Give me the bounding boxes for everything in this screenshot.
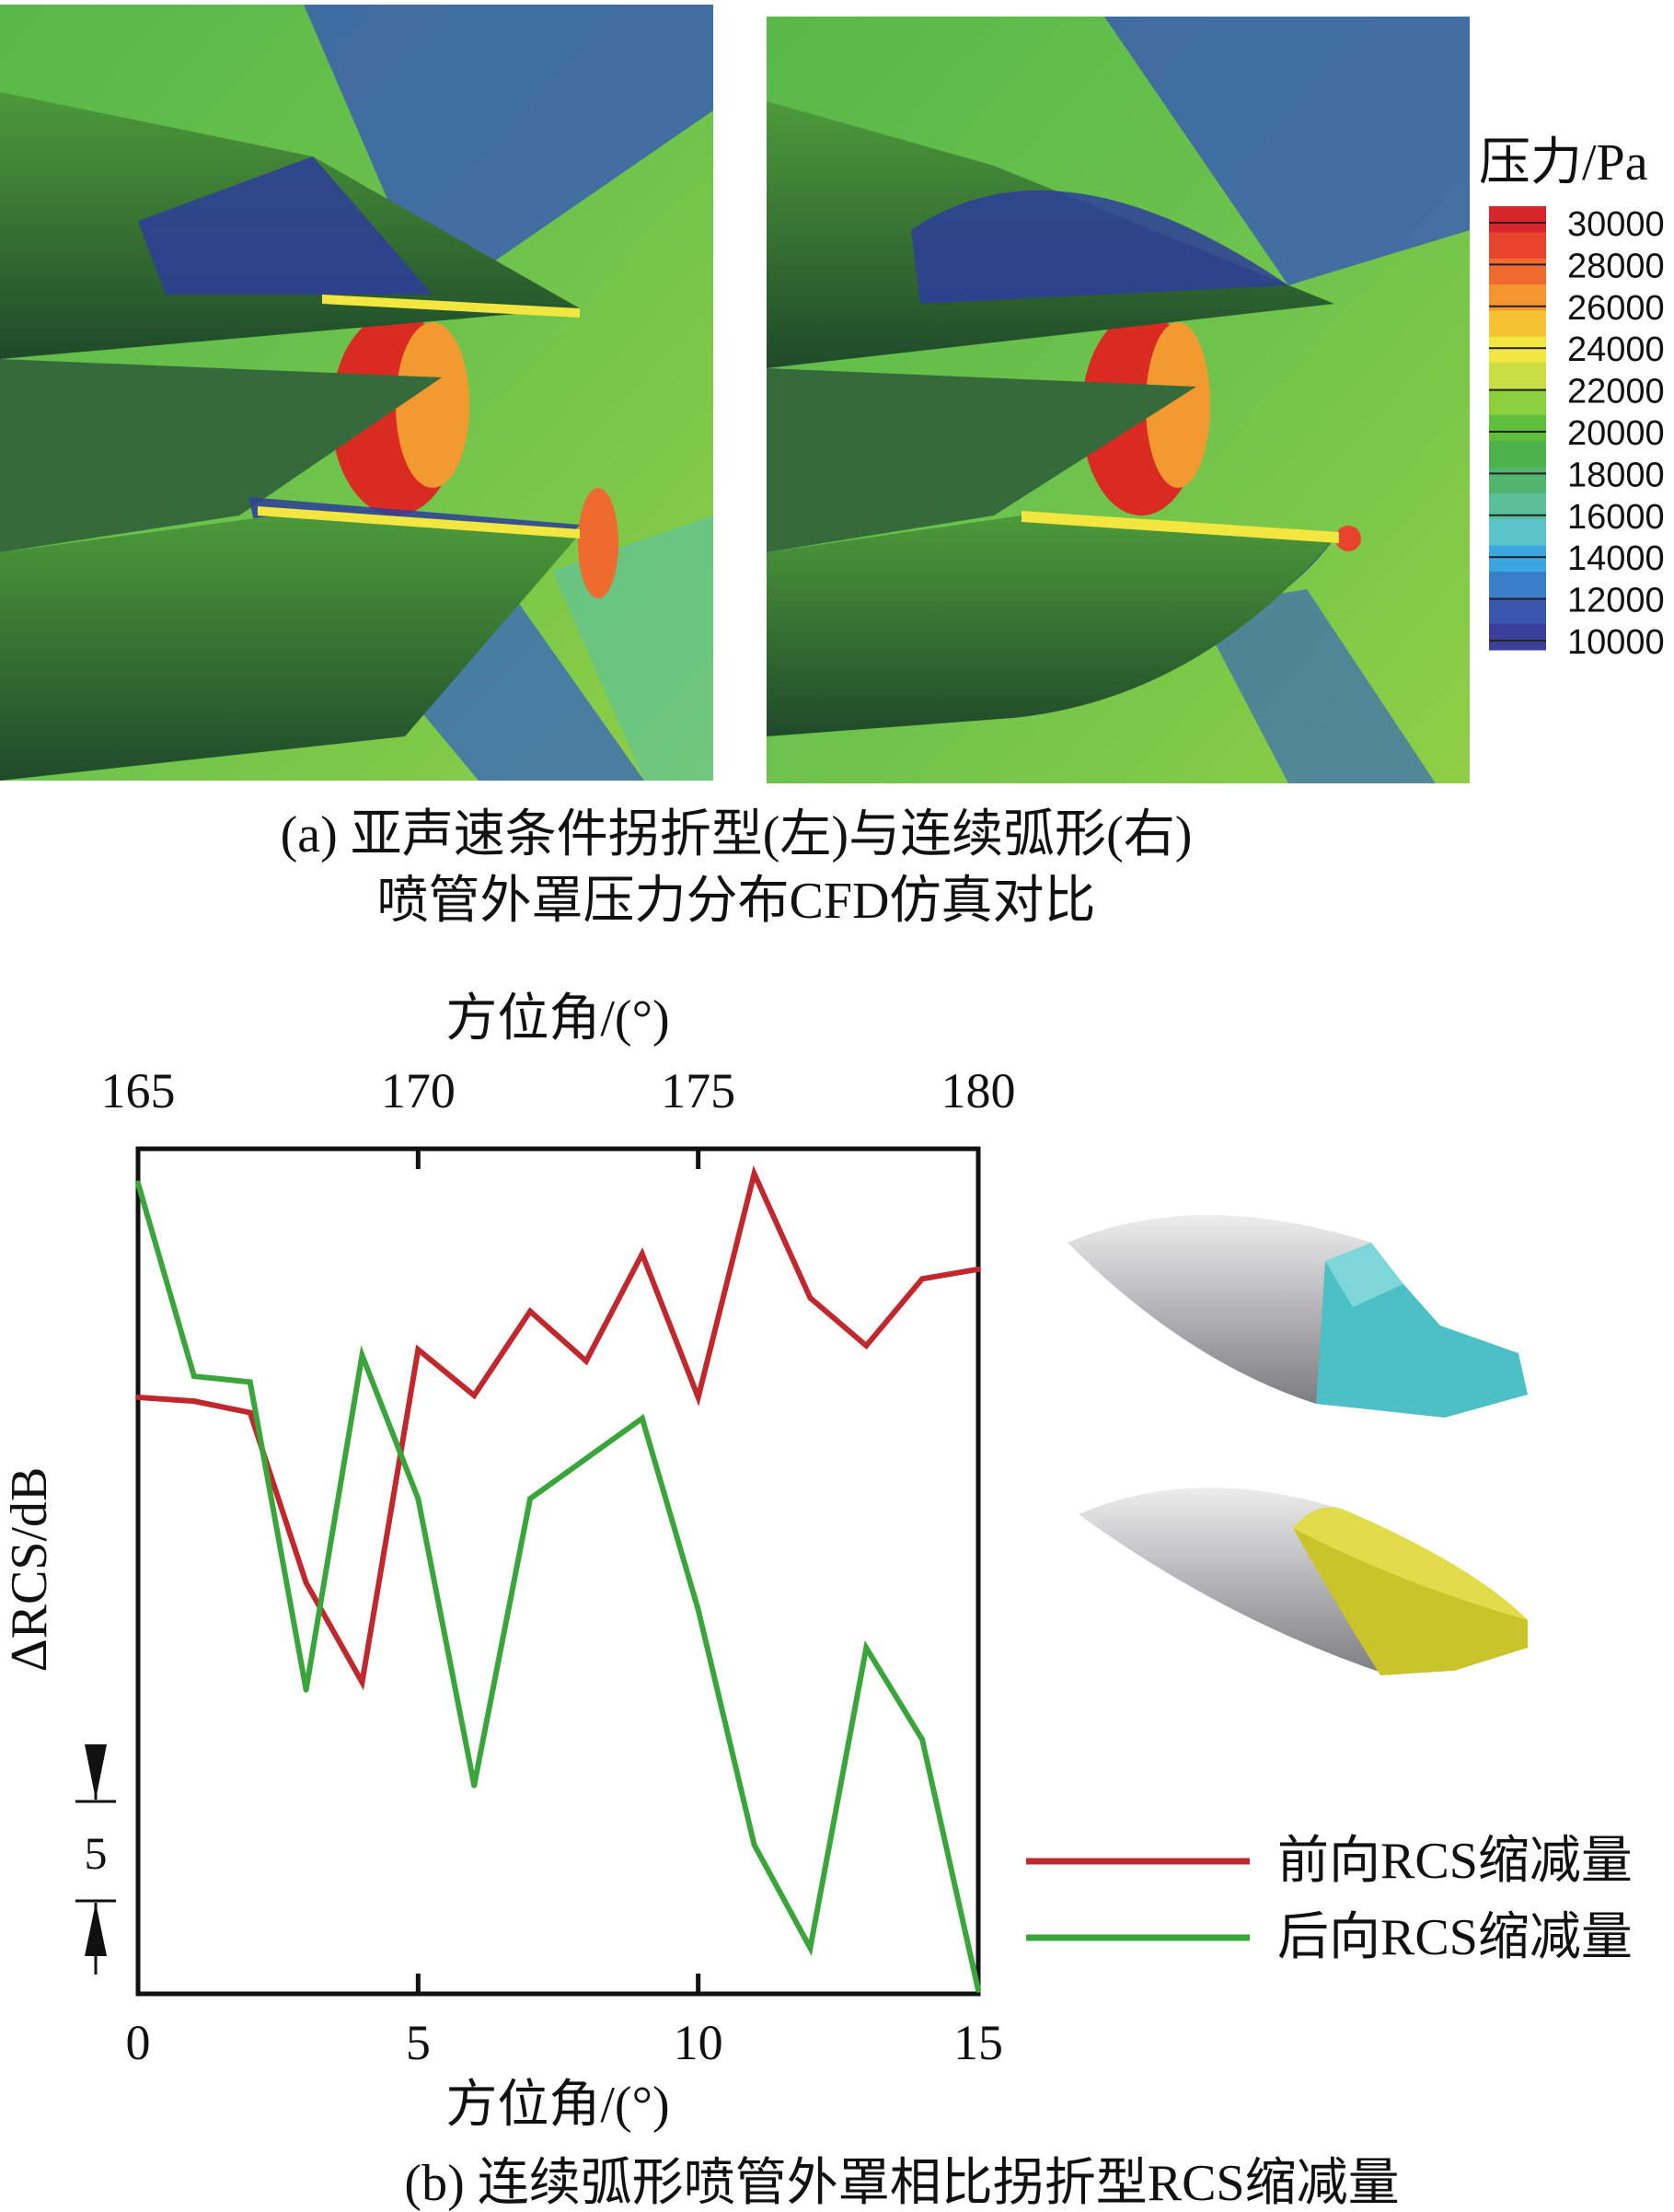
colorbar-band: [1489, 310, 1546, 338]
data-point: [135, 1180, 141, 1187]
x-tick-label: 0: [126, 2015, 151, 2070]
data-point: [863, 1342, 870, 1349]
colorbar-band: [1489, 414, 1546, 442]
colorbar-tick-label: 18000: [1567, 456, 1665, 494]
data-point: [695, 1606, 701, 1613]
data-point: [639, 1415, 645, 1421]
data-point: [359, 1352, 365, 1359]
colorbar-tick-label: 26000: [1567, 289, 1665, 328]
chart-legend: 前向RCS缩减量 后向RCS缩减量: [1026, 1833, 1633, 1966]
colorbar-tick-label: 28000: [1567, 247, 1665, 285]
data-point: [415, 1347, 421, 1353]
colorbar-tick-label: 20000: [1567, 414, 1665, 453]
x2-tick-label: 180: [941, 1063, 1016, 1118]
data-point: [303, 1580, 309, 1586]
data-point: [527, 1496, 534, 1502]
colorbar-tick-label: 14000: [1567, 539, 1665, 578]
data-point: [976, 1266, 981, 1272]
data-point: [190, 1398, 197, 1405]
colorbar-band: [1489, 545, 1546, 573]
data-point: [695, 1395, 701, 1400]
colorbar-tick-label: 16000: [1567, 498, 1665, 537]
pressure-colorbar: [1489, 206, 1546, 651]
data-point: [247, 1379, 253, 1385]
data-point: [415, 1496, 421, 1502]
data-point: [976, 1986, 981, 1993]
pressure-legend-title: 压力/Pa: [1479, 134, 1648, 191]
x2-tick-label: 165: [101, 1063, 176, 1118]
data-point: [639, 1251, 645, 1257]
colorbar-tick-label: 24000: [1567, 330, 1665, 369]
scale-bar: 5: [75, 1744, 116, 1975]
plot-frame: [135, 1146, 981, 1997]
series-line-forward: [137, 1164, 979, 1691]
caption-b: (b) 连续弧形喷管外罩相比拐折型RCS缩减量: [404, 2155, 1399, 2212]
bottom-axis-title: 方位角/(°): [445, 2077, 669, 2134]
data-point: [471, 1782, 478, 1789]
colorbar-band: [1489, 336, 1546, 364]
data-point: [919, 1276, 926, 1282]
data-point: [359, 1679, 365, 1685]
data-point: [135, 1395, 141, 1400]
series-lines: [135, 1164, 981, 1993]
y-axis-title: ΔRCS/dB: [1, 1467, 58, 1673]
data-point: [190, 1373, 197, 1380]
legend-label-forward: 前向RCS缩减量: [1277, 1833, 1633, 1890]
data-point: [807, 1945, 814, 1951]
colorbar-band: [1489, 441, 1546, 469]
colorbar-band: [1489, 571, 1546, 598]
data-point: [583, 1455, 589, 1462]
top-axis-title: 方位角/(°): [445, 990, 669, 1048]
colorbar-band: [1489, 519, 1546, 547]
data-point: [863, 1645, 870, 1651]
data-point: [919, 1736, 926, 1743]
data-point: [807, 1295, 814, 1301]
x-tick-label: 15: [953, 2015, 1003, 2070]
data-point: [471, 1392, 478, 1398]
colorbar-tick-label: 22000: [1567, 373, 1665, 411]
data-point: [751, 1171, 757, 1176]
caption-a-line1: (a) 亚声速条件拐折型(左)与连续弧形(右): [281, 806, 1193, 863]
scale-bar-label: 5: [85, 1827, 108, 1879]
x2-tick-label: 175: [661, 1063, 735, 1118]
data-point: [751, 1842, 757, 1847]
series-line-backward: [135, 1182, 981, 1991]
data-point: [303, 1686, 309, 1693]
colorbar-tick-label: 30000: [1567, 205, 1665, 244]
nozzle-arc-illustration: [1079, 1488, 1528, 1675]
colorbar-band: [1489, 206, 1546, 233]
data-point: [583, 1358, 589, 1364]
x-tick-label: 10: [674, 2015, 723, 2070]
colorbar-tick-label: 10000: [1567, 623, 1665, 662]
x-tick-label: 5: [406, 2015, 431, 2070]
nozzle-kinked-illustration: [1068, 1215, 1528, 1418]
colorbar-band: [1489, 388, 1546, 416]
x2-tick-label: 170: [381, 1063, 456, 1118]
colorbar-band: [1489, 363, 1546, 389]
cfd-image-kinked: [0, 5, 713, 781]
colorbar-band: [1489, 258, 1546, 285]
cfd-image-arc: [767, 17, 1470, 783]
colorbar-band: [1489, 597, 1546, 625]
colorbar-band: [1489, 623, 1546, 651]
axis-ticks: 0 165 5 170 10 175 15 180: [101, 1063, 1016, 2070]
colorbar-band: [1489, 467, 1546, 494]
data-point: [247, 1409, 253, 1416]
colorbar-band: [1489, 232, 1546, 260]
colorbar-tick-label: 12000: [1567, 582, 1665, 620]
data-point: [527, 1308, 534, 1314]
caption-a-line2: 喷管外罩压力分布CFD仿真对比: [377, 873, 1096, 930]
legend-label-backward: 后向RCS缩减量: [1277, 1909, 1633, 1966]
